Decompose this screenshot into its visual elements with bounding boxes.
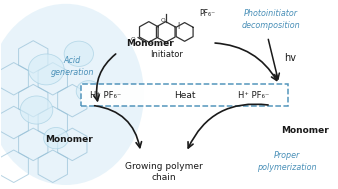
Text: Proper
polymerization: Proper polymerization: [257, 151, 317, 172]
Ellipse shape: [76, 81, 101, 102]
Ellipse shape: [28, 54, 64, 85]
Text: O: O: [161, 19, 165, 23]
Text: Acid
generation: Acid generation: [51, 56, 94, 77]
FancyBboxPatch shape: [81, 84, 288, 106]
Text: hv: hv: [284, 53, 296, 64]
Text: Monomer: Monomer: [281, 126, 329, 135]
Text: PF₆⁻: PF₆⁻: [199, 9, 215, 18]
Ellipse shape: [44, 127, 68, 149]
Text: Monomer: Monomer: [126, 39, 174, 48]
Text: Monomer: Monomer: [45, 135, 93, 144]
Text: Growing polymer
chain: Growing polymer chain: [125, 162, 202, 182]
Ellipse shape: [0, 4, 144, 185]
Text: O: O: [149, 40, 153, 45]
Text: I: I: [177, 22, 179, 31]
Ellipse shape: [64, 41, 94, 67]
Ellipse shape: [20, 96, 53, 124]
Text: Heat: Heat: [174, 91, 195, 100]
Text: H⁺ PF₆⁻: H⁺ PF₆⁻: [90, 91, 121, 100]
Text: Photoinitiator
decomposition: Photoinitiator decomposition: [242, 9, 300, 30]
Text: H⁺ PF₆⁻: H⁺ PF₆⁻: [238, 91, 270, 100]
Text: O: O: [130, 37, 135, 42]
Text: Initiator: Initiator: [150, 50, 183, 59]
